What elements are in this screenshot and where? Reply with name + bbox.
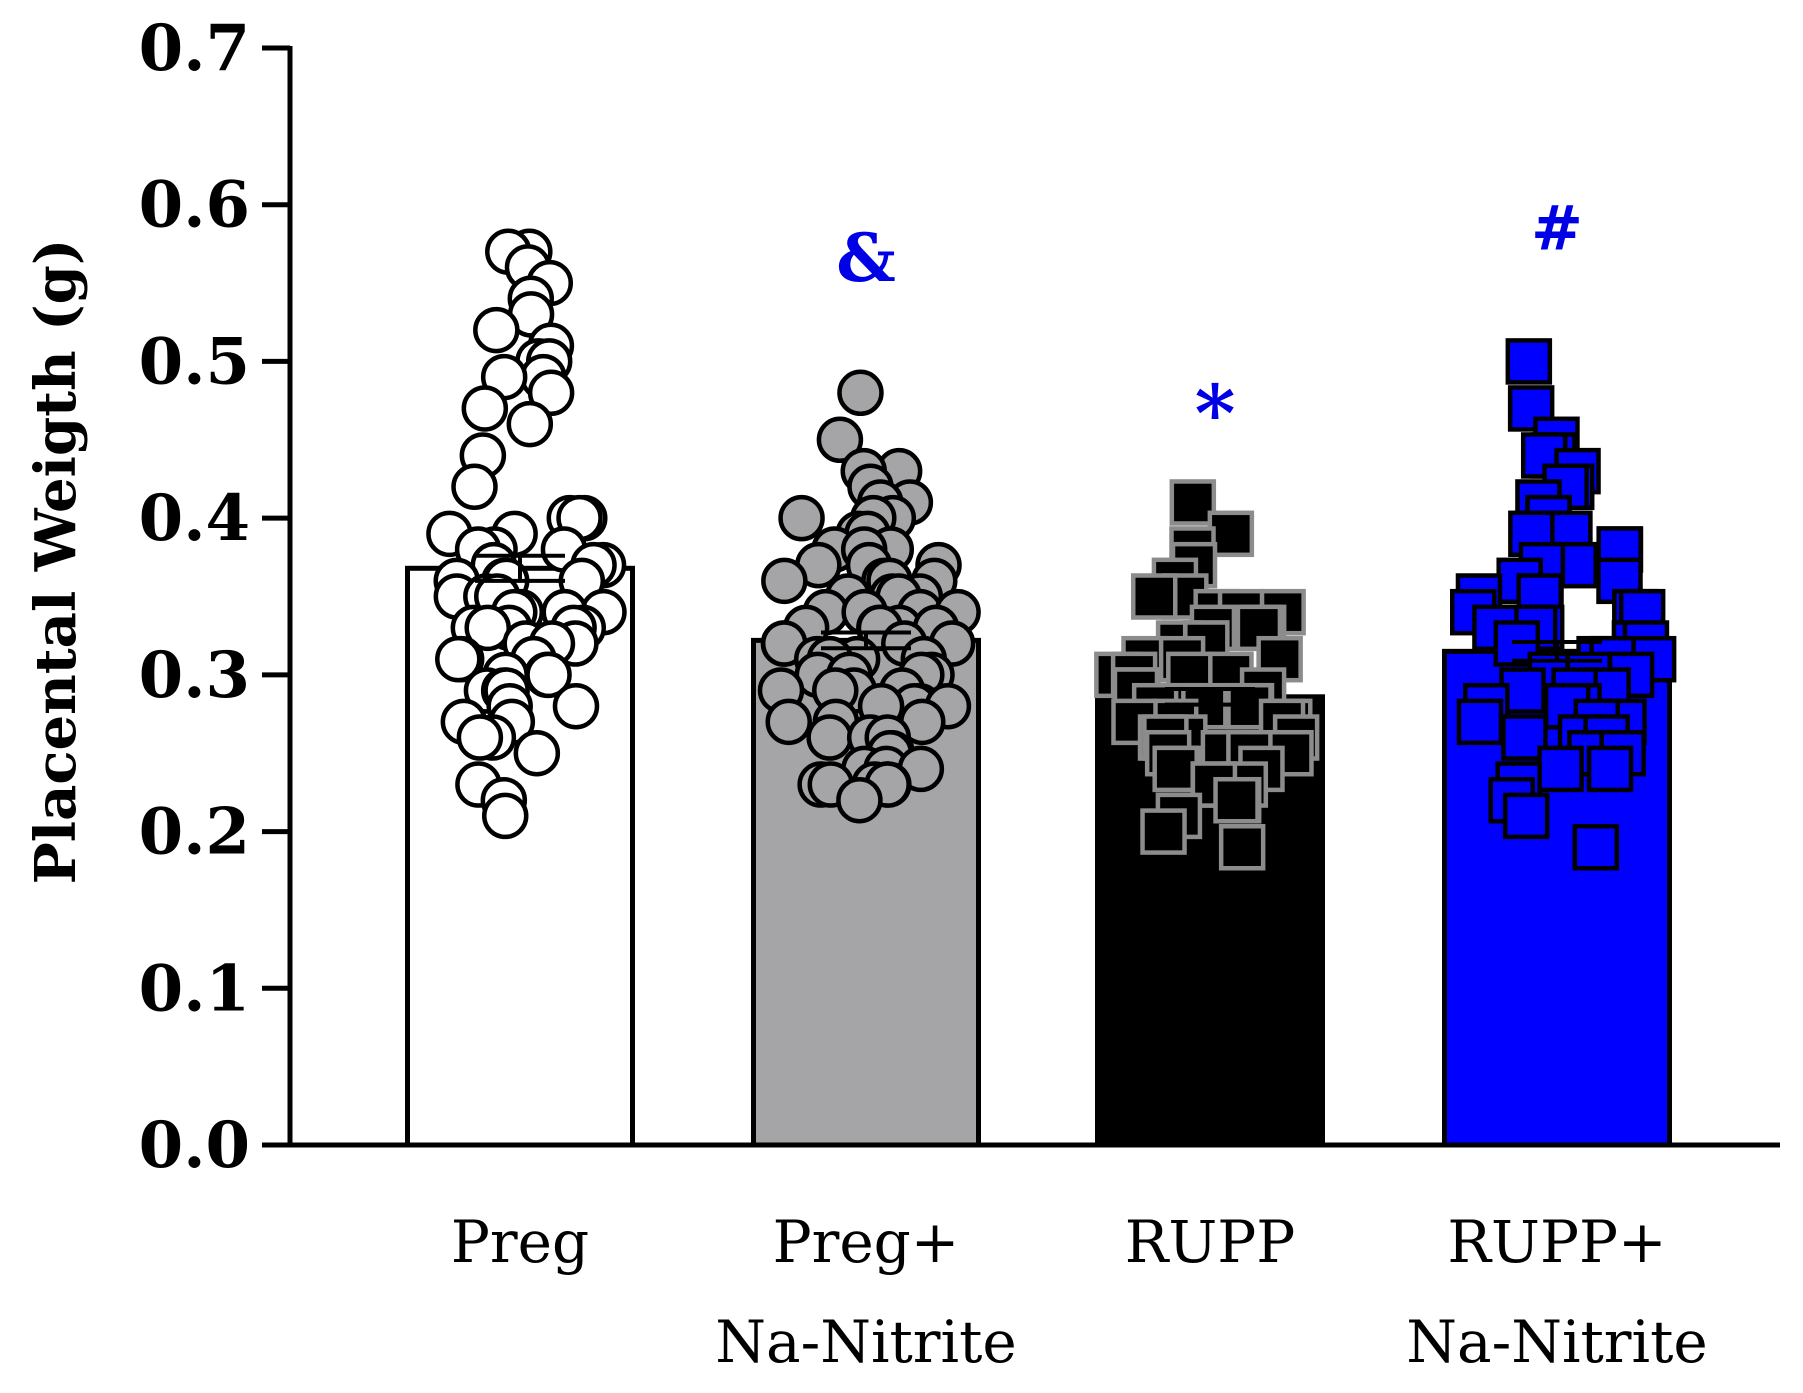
data-point	[1502, 792, 1550, 840]
data-point	[506, 400, 554, 448]
y-ticks-layer: 0.0 0.1 0.2 0.3 0.4 0.5 0.6 0.7	[139, 11, 290, 1183]
data-point	[1169, 479, 1217, 526]
y-tick-label: 0.5	[139, 324, 250, 399]
data-point	[837, 369, 884, 417]
data-point	[1140, 808, 1187, 855]
annotations-layer: & * #	[836, 191, 1583, 459]
data-point	[525, 651, 572, 699]
y-tick-label: 0.2	[139, 795, 250, 870]
data-point	[456, 714, 504, 761]
x-category-label: RUPP+	[1447, 1208, 1666, 1276]
x-category-label-line2: Na-Nitrite	[1406, 1308, 1707, 1376]
data-point	[1213, 776, 1260, 824]
data-point	[1505, 338, 1553, 385]
y-tick-label: 0.4	[139, 481, 250, 556]
data-point	[836, 776, 883, 824]
data-point	[461, 385, 509, 432]
y-axis-title: Placental Weigth (g)	[23, 239, 89, 885]
data-point	[451, 463, 498, 511]
y-tick-label: 0.6	[139, 168, 250, 243]
data-point	[806, 714, 853, 761]
data-point	[1572, 823, 1620, 871]
x-category-label: Preg	[451, 1208, 589, 1276]
data-point	[1508, 510, 1555, 558]
significance-marker: &	[836, 219, 896, 297]
data-point	[1130, 573, 1178, 620]
x-category-label-line2: Na-Nitrite	[715, 1308, 1016, 1376]
data-point	[513, 729, 561, 777]
significance-marker: *	[1195, 368, 1236, 459]
data-point	[778, 494, 825, 542]
data-point	[761, 557, 808, 605]
y-tick-label: 0.3	[139, 638, 250, 713]
data-point	[552, 682, 600, 730]
data-point	[816, 416, 864, 464]
x-category-label: Preg+	[773, 1208, 960, 1276]
significance-marker: #	[1531, 191, 1583, 264]
data-point	[1218, 823, 1266, 871]
bars-layer	[405, 565, 1672, 1148]
data-point	[765, 698, 812, 746]
points-layer	[426, 228, 1677, 871]
data-point	[473, 306, 520, 354]
error-bars-layer	[475, 553, 1602, 707]
data-point	[527, 369, 575, 417]
data-point	[481, 792, 529, 840]
y-tick-label: 0.1	[139, 951, 250, 1026]
y-tick-label: 0.0	[139, 1108, 250, 1183]
data-point	[1152, 745, 1199, 793]
data-point	[435, 635, 482, 683]
y-tick-label: 0.7	[139, 11, 250, 86]
data-point	[1456, 698, 1504, 746]
data-point	[1537, 745, 1584, 793]
x-category-label: RUPP	[1125, 1208, 1296, 1276]
axes-layer	[287, 46, 1780, 1148]
data-point	[1586, 745, 1634, 793]
x-labels-layer: Preg Preg+ Na-Nitrite RUPP RUPP+ Na-Nitrite	[451, 1208, 1708, 1376]
